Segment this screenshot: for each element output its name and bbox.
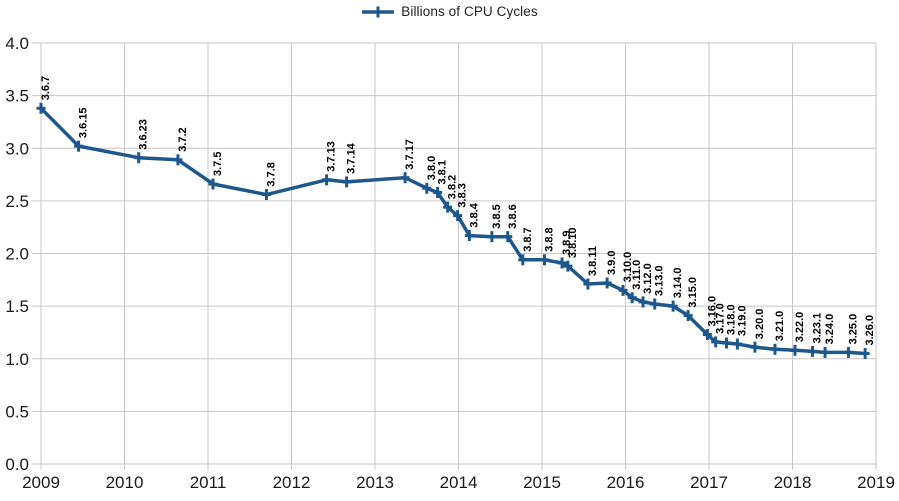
y-tick-label: 1.5 [5,297,29,316]
data-point-label: 3.26.0 [864,315,876,346]
data-point-label: 3.20.0 [754,309,766,340]
data-point-label: 3.7.8 [266,162,278,186]
data-point-label: 3.8.6 [507,204,519,228]
y-tick-label: 3.5 [5,87,29,106]
data-point-label: 3.8.4 [468,202,480,227]
data-point-label: 3.22.0 [794,312,806,343]
data-point-label: 3.8.0 [426,156,438,180]
x-tick-label: 2010 [106,473,144,492]
data-point-label: 3.7.5 [212,152,224,176]
data-point-label: 3.8.9 [561,231,573,255]
x-tick-label: 2014 [440,473,478,492]
x-tick-label: 2018 [774,473,812,492]
legend-label: Billions of CPU Cycles [401,4,538,19]
data-point-label: 3.8.7 [522,227,534,251]
data-point-label: 3.7.17 [404,139,416,170]
data-point-label: 3.6.7 [40,76,52,100]
data-point-label: 3.17.0 [715,303,727,334]
data-point-label: 3.7.13 [326,141,338,172]
data-point-label: 3.23.1 [812,313,824,344]
data-point-label: 3.21.0 [774,311,786,342]
legend: Billions of CPU Cycles [0,4,899,19]
y-tick-label: 0.0 [5,455,29,474]
data-point-label: 3.11.0 [631,260,643,290]
data-point-label: 3.8.3 [457,183,469,207]
data-point-label: 3.6.15 [78,108,90,139]
data-point-label: 3.18.0 [726,304,738,335]
y-tick-label: 4.0 [5,34,29,53]
legend-line-marker-icon [362,6,395,17]
data-point-label: 3.12.0 [642,263,654,294]
data-point-label: 3.13.0 [654,265,666,296]
x-tick-label: 2015 [523,473,561,492]
data-point-label: 3.19.0 [736,305,748,336]
data-point-label: 3.9.0 [606,251,618,275]
x-tick-label: 2017 [690,473,728,492]
data-point-label: 3.6.23 [138,119,150,150]
data-point-label: 3.24.0 [824,314,836,345]
y-tick-label: 2.0 [5,245,29,264]
data-point-label: 3.14.0 [672,268,684,299]
x-tick-label: 2013 [356,473,394,492]
x-tick-label: 2012 [273,473,311,492]
data-point-label: 3.16.0 [706,296,718,327]
x-tick-label: 2016 [607,473,645,492]
data-point-label: 3.8.8 [544,227,556,251]
y-tick-label: 2.5 [5,192,29,211]
y-tick-label: 3.0 [5,139,29,158]
data-point-label: 3.8.5 [491,204,503,228]
data-point-label: 3.25.0 [847,314,859,345]
data-point-label: 3.15.0 [687,277,699,308]
x-tick-label: 2019 [857,473,895,492]
data-point-label: 3.8.10 [567,228,579,259]
data-point-label: 3.8.1 [437,160,449,184]
data-point-label: 3.7.2 [177,127,189,151]
y-tick-label: 1.0 [5,350,29,369]
data-point-label: 3.10.0 [622,252,634,283]
x-tick-label: 2009 [22,473,60,492]
data-point-label: 3.8.11 [587,246,599,276]
y-tick-label: 0.5 [5,402,29,421]
x-tick-label: 2011 [190,473,227,492]
data-point-label: 3.8.2 [447,175,459,199]
data-point-label: 3.7.14 [346,142,358,173]
